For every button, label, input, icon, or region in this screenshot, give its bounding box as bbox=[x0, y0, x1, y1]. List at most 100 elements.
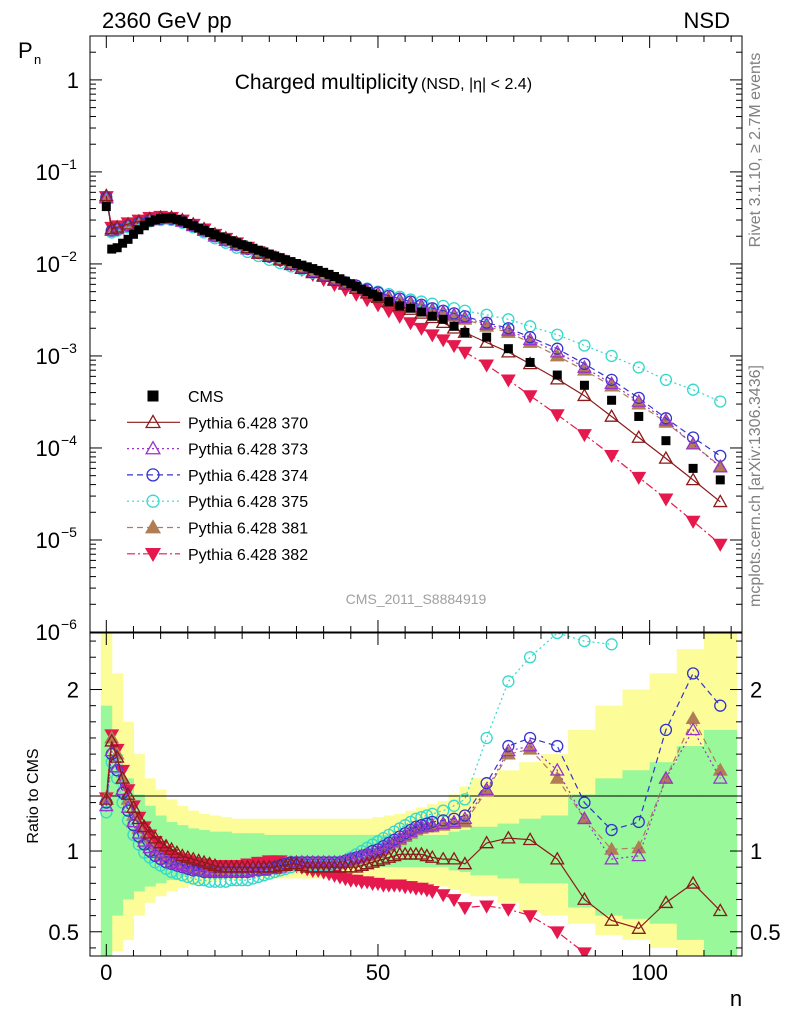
main-point-cms bbox=[368, 289, 378, 299]
ratio-point-p373 bbox=[365, 845, 380, 859]
ratio-point-p373 bbox=[479, 782, 495, 796]
uncertainty-band-inner bbox=[296, 834, 308, 868]
main-point-p374 bbox=[686, 431, 700, 444]
main-point-p375 bbox=[578, 339, 591, 352]
ratio-frame bbox=[89, 632, 743, 957]
legend-label-cms: CMS bbox=[188, 389, 224, 406]
ratio-point-p373 bbox=[419, 819, 435, 833]
ratio-point-p374 bbox=[523, 731, 537, 745]
ratio-point-p373 bbox=[337, 853, 353, 867]
main-series-cms bbox=[101, 202, 725, 485]
ratio-point-p370 bbox=[158, 838, 174, 852]
mcplots-label: mcplots.cern.ch [arXiv:1306.3436] bbox=[747, 365, 764, 607]
main-point-p370 bbox=[98, 188, 114, 202]
main-point-cms bbox=[661, 436, 671, 446]
ratio-band-group bbox=[100, 633, 738, 956]
main-point-p375 bbox=[632, 361, 645, 374]
legend: CMS Pythia 6.428 370 Pythia 6.428 373 Pythi… bbox=[127, 389, 308, 564]
main-point-p370 bbox=[104, 221, 120, 235]
main-point-p382 bbox=[403, 317, 419, 331]
ratio-point-p370 bbox=[98, 791, 114, 805]
ratio-point-p373 bbox=[397, 827, 413, 841]
main-point-cms bbox=[243, 241, 253, 251]
ratio-point-p382 bbox=[500, 903, 516, 917]
main-point-cms bbox=[291, 259, 301, 269]
ratio-point-p370 bbox=[142, 825, 158, 839]
ratio-point-p382 bbox=[424, 886, 440, 900]
y-tick-label-main-exponent: −3 bbox=[61, 340, 77, 356]
y-tick-label-main: 10 bbox=[36, 620, 60, 645]
ratio-point-p381 bbox=[549, 770, 565, 784]
ratio-point-p370 bbox=[126, 799, 141, 813]
main-point-cms bbox=[226, 236, 236, 246]
main-point-p373 bbox=[604, 376, 620, 390]
main-point-cms bbox=[161, 213, 171, 223]
main-point-cms bbox=[330, 272, 339, 282]
uncertainty-band-inner bbox=[198, 830, 211, 874]
main-line-p382 bbox=[105, 196, 721, 545]
main-point-cms bbox=[715, 475, 725, 485]
ratio-point-p370 bbox=[354, 857, 370, 871]
main-point-cms bbox=[118, 238, 128, 248]
main-point-cms bbox=[346, 279, 356, 289]
main-point-cms bbox=[362, 287, 372, 297]
main-point-cms bbox=[123, 234, 133, 244]
uncertainty-band-inner bbox=[568, 794, 596, 908]
main-point-cms bbox=[237, 240, 247, 250]
ratio-point-p370 bbox=[153, 835, 169, 849]
ratio-point-p370 bbox=[631, 920, 647, 934]
ratio-point-p370 bbox=[424, 849, 440, 863]
main-point-cms bbox=[167, 213, 176, 223]
main-point-cms bbox=[134, 225, 144, 235]
y-tick-label-main-exponent: −2 bbox=[61, 248, 77, 264]
main-point-p382 bbox=[712, 538, 728, 552]
ratio-point-p370 bbox=[500, 830, 516, 844]
uncertainty-band-inner bbox=[318, 834, 330, 868]
main-point-cms bbox=[259, 247, 269, 257]
ratio-point-p370 bbox=[435, 851, 451, 865]
main-point-p373 bbox=[500, 322, 516, 336]
y-tick-label-main-exponent: −4 bbox=[61, 432, 77, 448]
main-point-p370 bbox=[712, 494, 728, 508]
ratio-point-p373 bbox=[685, 722, 701, 736]
legend-label-p370: Pythia 6.428 370 bbox=[188, 415, 308, 432]
y-tick-label-main: 1 bbox=[67, 68, 79, 93]
uncertainty-band-inner bbox=[220, 831, 232, 871]
main-point-cms bbox=[270, 251, 280, 261]
ratio-point-p370 bbox=[131, 811, 147, 825]
ratio-point-p373 bbox=[158, 851, 174, 865]
main-point-cms bbox=[150, 215, 160, 225]
main-point-p373 bbox=[446, 307, 462, 321]
ratio-point-p373 bbox=[631, 848, 647, 862]
main-point-p370 bbox=[604, 408, 620, 422]
main-point-p381 bbox=[549, 348, 565, 362]
ratio-point-p374 bbox=[578, 796, 591, 809]
main-point-cms bbox=[579, 380, 589, 390]
ratio-point-p370 bbox=[685, 875, 701, 889]
main-point-p373 bbox=[658, 412, 674, 426]
y-tick-label-main: 10 bbox=[36, 252, 60, 277]
ratio-point-p374 bbox=[686, 667, 700, 680]
ratio-point-p370 bbox=[359, 856, 375, 870]
ratio-point-p375 bbox=[605, 638, 618, 651]
ratio-point-p373 bbox=[386, 833, 402, 847]
ratio-point-p373 bbox=[408, 820, 424, 834]
ratio-point-p370 bbox=[522, 832, 538, 846]
ratio-point-p382 bbox=[479, 900, 495, 914]
main-point-p382 bbox=[435, 334, 451, 348]
ratio-point-p373 bbox=[403, 824, 419, 838]
main-point-cms bbox=[286, 257, 296, 267]
ratio-point-p382 bbox=[605, 975, 618, 986]
ratio-point-p373 bbox=[576, 811, 592, 825]
ratio-point-p373 bbox=[98, 798, 114, 812]
uncertainty-band-inner bbox=[263, 834, 276, 869]
ratio-point-p373 bbox=[522, 738, 538, 752]
ratio-point-p373 bbox=[658, 770, 674, 784]
y-tick-label-main-exponent: −6 bbox=[61, 616, 77, 632]
x-tick-label: 100 bbox=[631, 960, 668, 985]
ratio-point-p374 bbox=[551, 739, 564, 753]
main-point-p370 bbox=[479, 334, 495, 348]
main-point-cms bbox=[525, 357, 535, 367]
legend-marker-p373 bbox=[144, 440, 162, 455]
uncertainty-band-inner bbox=[231, 833, 243, 871]
